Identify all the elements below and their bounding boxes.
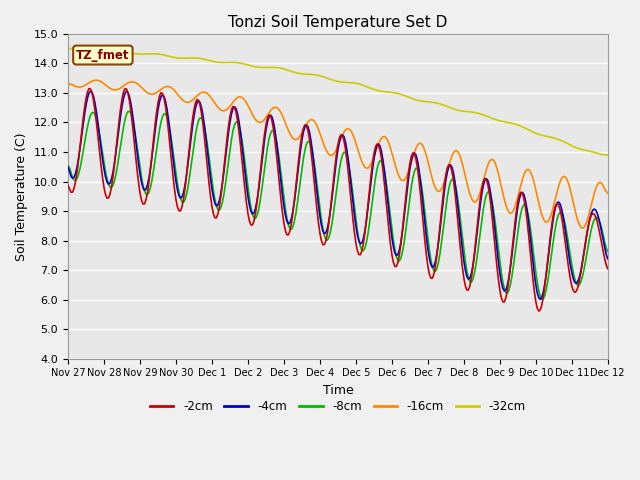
- X-axis label: Time: Time: [323, 384, 353, 397]
- Y-axis label: Soil Temperature (C): Soil Temperature (C): [15, 132, 28, 261]
- Text: TZ_fmet: TZ_fmet: [76, 48, 130, 61]
- Title: Tonzi Soil Temperature Set D: Tonzi Soil Temperature Set D: [228, 15, 447, 30]
- Legend: -2cm, -4cm, -8cm, -16cm, -32cm: -2cm, -4cm, -8cm, -16cm, -32cm: [145, 395, 531, 418]
